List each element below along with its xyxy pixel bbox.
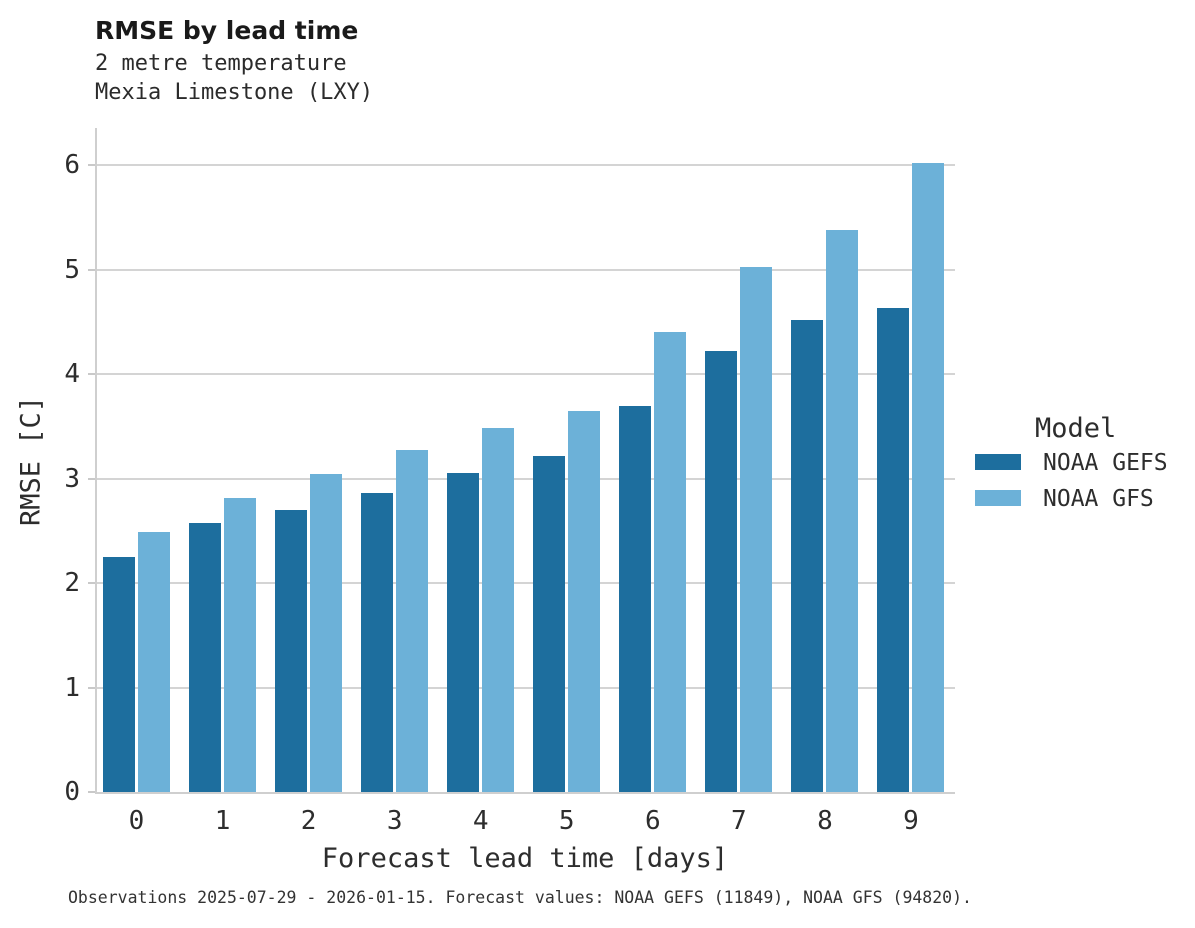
bar-noaa-gfs-day-6 (654, 332, 687, 792)
y-tick-label-1: 1 (64, 672, 80, 703)
plot-area (95, 128, 955, 794)
bar-noaa-gefs-day-7 (705, 351, 738, 792)
bar-noaa-gefs-day-0 (103, 557, 135, 792)
y-tick-6 (88, 164, 95, 166)
y-tick-5 (88, 268, 95, 271)
bar-noaa-gefs-day-4 (447, 473, 480, 792)
bar-noaa-gefs-day-5 (533, 456, 566, 792)
bar-noaa-gefs-day-3 (361, 493, 394, 792)
y-tick-2 (88, 582, 95, 584)
caption-text: Observations 2025-07-29 - 2026-01-15. Fo… (68, 888, 972, 907)
gridline-y-1 (97, 686, 955, 689)
bar-noaa-gfs-day-4 (482, 428, 515, 792)
bar-noaa-gfs-day-7 (740, 267, 773, 792)
x-tick-label-8: 8 (817, 806, 833, 836)
bar-noaa-gefs-day-1 (189, 523, 222, 792)
x-tick-label-3: 3 (386, 806, 403, 836)
gridline-y-4 (97, 373, 955, 375)
legend-label-noaa-gfs: NOAA GFS (1043, 486, 1154, 512)
legend-swatch-noaa-gfs (975, 490, 1021, 506)
legend-swatch-noaa-gefs (975, 454, 1021, 470)
chart-subtitle-variable: 2 metre temperature (95, 51, 347, 76)
gridline-y-5 (97, 268, 955, 271)
bar-noaa-gfs-day-5 (568, 411, 601, 792)
bar-noaa-gfs-day-9 (912, 163, 945, 792)
bar-noaa-gfs-day-2 (310, 474, 343, 792)
y-tick-label-4: 4 (64, 359, 80, 389)
bar-noaa-gfs-day-8 (826, 230, 859, 792)
x-tick-label-5: 5 (558, 806, 575, 836)
y-axis-label: RMSE [C] (15, 395, 47, 527)
bar-noaa-gefs-day-2 (275, 510, 308, 792)
bar-noaa-gfs-day-1 (224, 498, 257, 792)
bar-noaa-gefs-day-8 (791, 320, 824, 792)
bar-noaa-gfs-day-3 (396, 450, 429, 792)
chart-title: RMSE by lead time (95, 16, 359, 45)
y-tick-label-5: 5 (64, 254, 80, 285)
bar-noaa-gefs-day-9 (877, 308, 910, 792)
y-tick-label-2: 2 (64, 568, 80, 598)
x-tick-label-0: 0 (128, 806, 145, 836)
x-axis-label: Forecast lead time [days] (321, 843, 729, 874)
y-tick-4 (88, 373, 95, 375)
gridline-y-2 (97, 582, 955, 584)
y-tick-1 (88, 686, 95, 689)
x-tick-label-6: 6 (644, 806, 661, 836)
chart-subtitle-station: Mexia Limestone (LXY) (95, 80, 374, 105)
x-tick-label-2: 2 (300, 806, 317, 836)
gridline-y-3 (97, 477, 955, 480)
y-tick-3 (88, 477, 95, 480)
x-tick-label-7: 7 (731, 806, 747, 836)
x-tick-label-9: 9 (903, 806, 919, 836)
y-tick-label-0: 0 (64, 777, 80, 807)
y-tick-label-6: 6 (64, 150, 80, 180)
y-tick-0 (88, 791, 95, 793)
bar-noaa-gefs-day-6 (619, 406, 652, 792)
legend-title: Model (1035, 413, 1117, 444)
bar-noaa-gfs-day-0 (138, 532, 170, 792)
gridline-y-6 (97, 164, 955, 166)
legend-label-noaa-gefs: NOAA GEFS (1043, 450, 1168, 476)
y-tick-label-3: 3 (64, 463, 80, 494)
x-tick-label-1: 1 (214, 806, 231, 836)
x-tick-label-4: 4 (472, 806, 489, 836)
